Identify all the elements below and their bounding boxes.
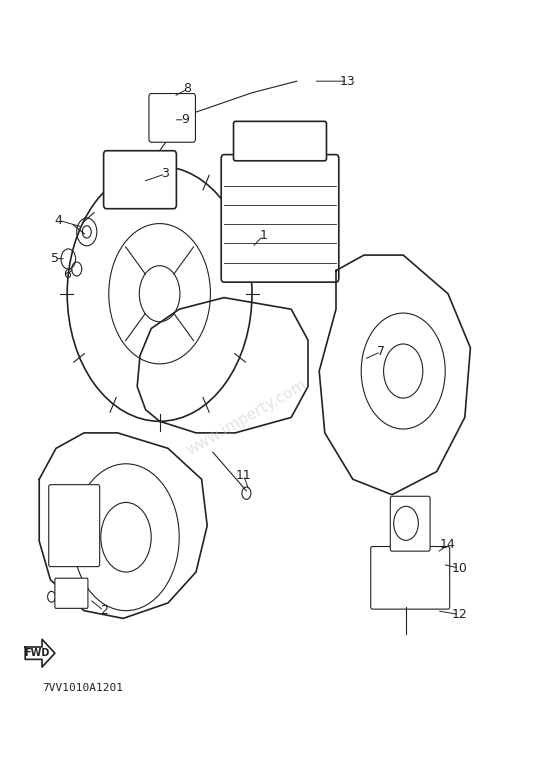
Text: 6: 6 [63, 268, 71, 281]
FancyBboxPatch shape [49, 485, 100, 567]
Text: 7: 7 [377, 346, 385, 358]
Text: 4: 4 [55, 214, 63, 226]
FancyBboxPatch shape [221, 155, 339, 282]
Text: 5: 5 [51, 252, 59, 264]
FancyBboxPatch shape [55, 578, 88, 608]
Text: 8: 8 [184, 83, 192, 95]
Polygon shape [137, 298, 308, 433]
Text: 11: 11 [236, 469, 251, 482]
Text: 2: 2 [100, 604, 108, 617]
Text: 14: 14 [440, 539, 456, 551]
FancyBboxPatch shape [234, 121, 326, 161]
Text: 7VV1010A1201: 7VV1010A1201 [42, 683, 123, 693]
Text: 9: 9 [181, 114, 189, 126]
FancyBboxPatch shape [104, 151, 176, 209]
Text: 3: 3 [161, 168, 169, 180]
Text: 13: 13 [339, 75, 355, 87]
Text: 1: 1 [259, 230, 267, 242]
Text: www.imperty.com: www.imperty.com [184, 377, 309, 458]
FancyBboxPatch shape [149, 94, 195, 142]
Text: 12: 12 [451, 608, 467, 621]
Text: FWD: FWD [24, 649, 49, 658]
Text: 10: 10 [451, 562, 467, 574]
FancyBboxPatch shape [390, 496, 430, 551]
FancyBboxPatch shape [371, 547, 450, 609]
